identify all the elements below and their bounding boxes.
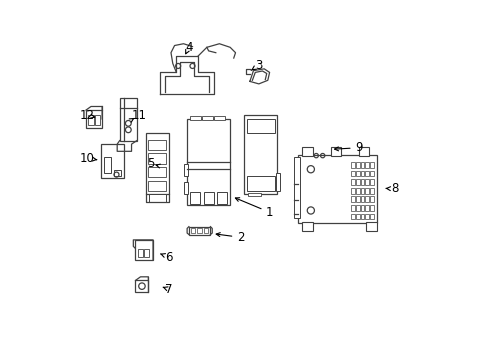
Bar <box>369 197 373 202</box>
Bar <box>88 115 93 126</box>
Bar <box>104 157 111 173</box>
Text: 4: 4 <box>185 41 192 54</box>
Bar <box>351 162 354 168</box>
Bar <box>94 115 100 126</box>
Bar <box>135 280 148 292</box>
Bar <box>355 214 359 220</box>
Text: 8: 8 <box>390 183 398 195</box>
Bar <box>188 226 210 234</box>
Bar <box>101 144 124 178</box>
Bar <box>365 162 368 168</box>
Bar <box>148 140 165 150</box>
Bar <box>214 116 224 120</box>
Bar <box>365 188 368 194</box>
Bar <box>247 193 260 196</box>
Bar <box>246 119 274 134</box>
Bar <box>360 162 364 168</box>
Bar <box>144 249 149 257</box>
Text: 6: 6 <box>165 251 173 264</box>
Bar <box>366 222 376 231</box>
Bar <box>360 179 364 185</box>
Bar <box>202 116 212 120</box>
Bar <box>135 240 153 260</box>
Bar <box>365 171 368 176</box>
Bar <box>244 116 276 194</box>
Bar <box>293 157 299 218</box>
Bar <box>113 170 121 176</box>
Text: 10: 10 <box>80 152 95 165</box>
Bar <box>148 167 165 177</box>
Bar <box>246 176 274 191</box>
Bar <box>365 205 368 211</box>
Bar <box>276 173 279 191</box>
Bar <box>301 147 312 156</box>
Bar <box>365 214 368 220</box>
Bar <box>301 222 312 231</box>
Bar <box>351 205 354 211</box>
Bar <box>355 205 359 211</box>
Bar <box>86 110 102 128</box>
Bar <box>183 182 187 194</box>
Bar <box>355 162 359 168</box>
Bar <box>360 214 364 220</box>
Bar <box>330 147 341 156</box>
Text: 3: 3 <box>255 59 262 72</box>
Bar <box>369 179 373 185</box>
Bar <box>203 228 208 233</box>
Bar <box>358 147 368 156</box>
Text: 5: 5 <box>147 157 155 170</box>
Text: 1: 1 <box>265 206 273 219</box>
Bar <box>351 171 354 176</box>
Bar <box>360 205 364 211</box>
Bar <box>365 197 368 202</box>
Bar <box>360 171 364 176</box>
Bar <box>120 98 137 140</box>
Text: 11: 11 <box>131 109 146 122</box>
Bar <box>183 164 187 176</box>
Bar <box>148 181 165 191</box>
Text: 9: 9 <box>355 141 362 154</box>
Bar <box>190 192 200 204</box>
Bar <box>369 188 373 194</box>
Bar <box>203 192 213 204</box>
Bar <box>360 188 364 194</box>
Bar <box>351 197 354 202</box>
Bar <box>351 179 354 185</box>
Bar <box>351 214 354 220</box>
Bar <box>217 192 227 204</box>
Bar <box>148 153 165 163</box>
Bar <box>148 194 165 202</box>
Bar <box>355 171 359 176</box>
Bar <box>369 171 373 176</box>
Bar <box>351 188 354 194</box>
Bar <box>369 205 373 211</box>
Bar <box>355 179 359 185</box>
Bar <box>369 214 373 220</box>
Bar <box>187 119 230 205</box>
Bar <box>355 197 359 202</box>
Bar <box>355 188 359 194</box>
Bar <box>190 228 195 233</box>
Bar <box>365 179 368 185</box>
Bar <box>190 116 201 120</box>
Bar <box>298 155 376 223</box>
Bar <box>145 134 169 194</box>
Text: 12: 12 <box>80 109 95 122</box>
Text: 2: 2 <box>237 231 244 244</box>
Bar <box>137 249 142 257</box>
Bar <box>360 197 364 202</box>
Bar <box>197 228 202 233</box>
Text: 7: 7 <box>165 283 173 296</box>
Bar <box>369 162 373 168</box>
